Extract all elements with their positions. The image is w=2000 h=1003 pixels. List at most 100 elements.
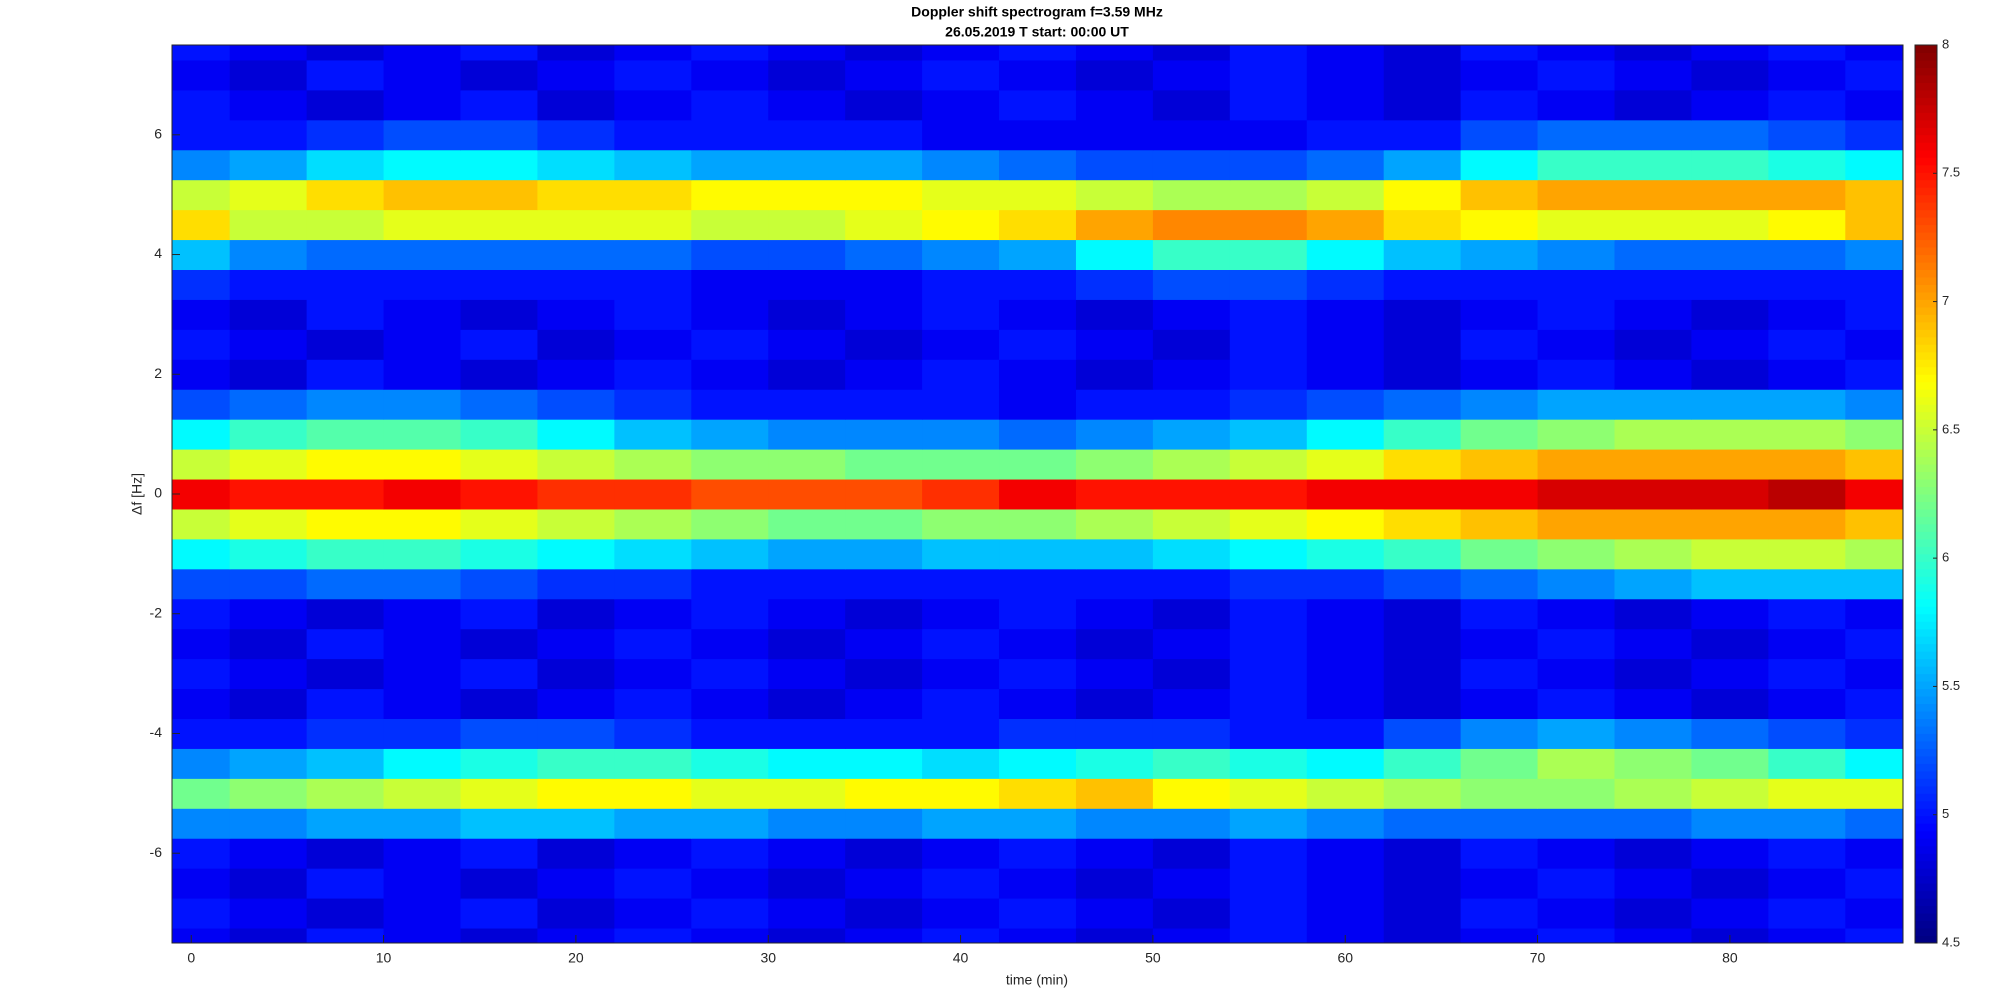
heatmap-cell xyxy=(768,898,846,929)
heatmap-cell xyxy=(1845,808,1903,839)
heatmap-cell xyxy=(306,59,385,91)
heatmap-cell xyxy=(1460,329,1539,360)
heatmap-cell xyxy=(614,808,692,839)
heatmap-cell xyxy=(1768,449,1846,480)
colorbar-swatch xyxy=(1915,808,1937,817)
heatmap-cell xyxy=(1306,718,1385,749)
heatmap-cell xyxy=(537,359,615,390)
heatmap-cell xyxy=(1537,299,1615,330)
heatmap-cell xyxy=(845,928,923,943)
heatmap-cell xyxy=(922,808,1000,839)
heatmap-cell xyxy=(460,868,538,899)
heatmap-cell xyxy=(1152,149,1231,181)
heatmap-cell xyxy=(1383,508,1462,540)
heatmap-cell xyxy=(1845,568,1903,600)
heatmap-cell xyxy=(1691,419,1769,450)
heatmap-cell xyxy=(1383,209,1462,241)
heatmap-cell xyxy=(768,119,846,151)
heatmap-cell xyxy=(1460,179,1539,211)
heatmap-cell xyxy=(229,868,308,899)
heatmap-cell xyxy=(1460,359,1539,390)
heatmap-cell xyxy=(306,299,385,330)
heatmap-cell xyxy=(172,658,231,690)
heatmap-cell xyxy=(1383,149,1462,181)
heatmap-cell xyxy=(460,628,538,660)
heatmap-cell xyxy=(845,898,923,929)
heatmap-cell xyxy=(1537,628,1615,660)
heatmap-cell xyxy=(1152,119,1231,151)
heatmap-cell xyxy=(1614,688,1692,719)
heatmap-cell xyxy=(614,149,692,181)
heatmap-cell xyxy=(1614,508,1692,540)
heatmap-cell xyxy=(1075,868,1154,899)
colorbar-tick-label: 6.5 xyxy=(1942,421,1960,436)
heatmap-cell xyxy=(1614,269,1692,300)
heatmap-cell xyxy=(922,748,1000,779)
heatmap-cell xyxy=(1075,479,1154,510)
heatmap-cell xyxy=(172,928,231,943)
heatmap-cell xyxy=(922,508,1000,540)
heatmap-cell xyxy=(229,718,308,749)
heatmap-cell xyxy=(1460,45,1539,61)
heatmap-cell xyxy=(1229,748,1308,779)
colorbar-swatch xyxy=(1915,681,1937,690)
x-tick-label: 20 xyxy=(568,950,584,966)
heatmap-cell xyxy=(1229,778,1308,809)
colorbar-swatch xyxy=(1915,351,1937,360)
heatmap-cell xyxy=(691,928,769,943)
colorbar-swatch xyxy=(1915,778,1937,787)
colorbar-swatch xyxy=(1915,232,1937,241)
heatmap-cell xyxy=(1845,778,1903,809)
heatmap-cell xyxy=(537,778,615,809)
y-tick-label: -6 xyxy=(150,844,163,860)
heatmap-cell xyxy=(1229,269,1308,300)
heatmap-cell xyxy=(1691,359,1769,390)
heatmap-cell xyxy=(537,658,615,690)
heatmap-cell xyxy=(922,838,1000,869)
colorbar-swatch xyxy=(1915,164,1937,173)
heatmap-cell xyxy=(1845,479,1903,510)
heatmap-cell xyxy=(1152,748,1231,779)
heatmap-cell xyxy=(229,568,308,600)
heatmap-cell xyxy=(1075,89,1154,121)
heatmap-cell xyxy=(691,838,769,869)
heatmap-cell xyxy=(999,568,1077,600)
heatmap-cell xyxy=(1306,508,1385,540)
heatmap-cell xyxy=(1383,748,1462,779)
heatmap-cell xyxy=(1152,239,1231,270)
heatmap-cell xyxy=(614,119,692,151)
heatmap-cell xyxy=(1537,868,1615,899)
heatmap-cell xyxy=(1614,59,1692,91)
heatmap-cell xyxy=(306,718,385,749)
heatmap-cell xyxy=(229,508,308,540)
heatmap-cell xyxy=(537,508,615,540)
heatmap-cell xyxy=(1845,538,1903,570)
heatmap-cell xyxy=(1614,778,1692,809)
colorbar-swatch xyxy=(1915,389,1937,398)
heatmap-cell xyxy=(172,389,231,420)
heatmap-cell xyxy=(614,179,692,211)
colorbar-swatch xyxy=(1915,494,1937,502)
heatmap-cell xyxy=(229,119,308,151)
colorbar-swatch xyxy=(1915,52,1937,61)
colorbar-swatch xyxy=(1915,725,1937,734)
heatmap-cell xyxy=(1152,838,1231,869)
heatmap-cell xyxy=(1306,479,1385,510)
colorbar-swatch xyxy=(1915,254,1937,263)
heatmap-cell xyxy=(845,329,923,360)
colorbar-swatch xyxy=(1915,755,1937,764)
heatmap-cell xyxy=(537,718,615,749)
heatmap-cell xyxy=(1229,538,1308,570)
y-tick-label: 6 xyxy=(154,126,162,142)
heatmap-cell xyxy=(691,119,769,151)
heatmap-cell xyxy=(614,748,692,779)
heatmap-cell xyxy=(537,269,615,300)
colorbar-swatch xyxy=(1915,621,1937,630)
heatmap-cell xyxy=(614,538,692,570)
heatmap-cell xyxy=(691,868,769,899)
heatmap-cell xyxy=(306,89,385,121)
heatmap-cell xyxy=(306,568,385,600)
colorbar-swatch xyxy=(1915,127,1937,136)
heatmap-cell xyxy=(1768,239,1846,270)
heatmap-cell xyxy=(460,658,538,690)
